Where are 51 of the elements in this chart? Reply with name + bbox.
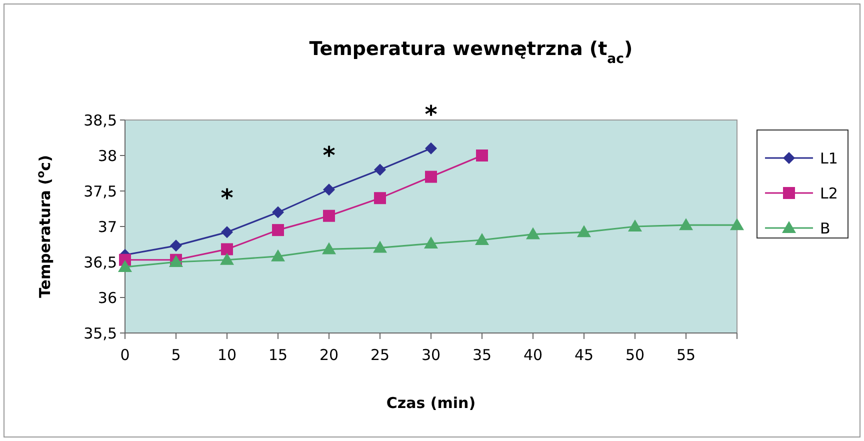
x-tick-label: 50 — [625, 346, 645, 364]
point — [272, 224, 284, 236]
point — [170, 240, 182, 252]
point — [272, 206, 284, 218]
legend-label: B — [820, 219, 830, 238]
legend-label: L1 — [820, 149, 838, 168]
legend-label: L2 — [820, 184, 838, 202]
point — [577, 225, 591, 238]
point — [322, 242, 336, 254]
x-tick-label: 0 — [120, 346, 130, 364]
point — [425, 170, 437, 183]
point — [271, 249, 285, 262]
point — [679, 218, 693, 230]
point — [476, 150, 488, 162]
x-tick-label: 55 — [676, 346, 696, 364]
annotation: * — [220, 184, 234, 212]
y-tick-label: 36,5 — [84, 253, 117, 272]
y-tick-label: 37 — [98, 218, 117, 236]
point — [628, 220, 642, 232]
point — [475, 232, 489, 245]
x-tick-label: 10 — [217, 346, 237, 364]
point — [373, 240, 387, 253]
point — [221, 243, 233, 256]
point — [425, 142, 437, 154]
x-axis-title: Czas (min) — [386, 394, 476, 412]
point — [730, 218, 744, 230]
x-tick-label: 40 — [523, 346, 543, 364]
y-tick-label: 35,5 — [84, 324, 117, 342]
point — [118, 260, 132, 272]
point — [374, 192, 386, 204]
point — [323, 210, 335, 222]
x-tick-label: 30 — [421, 346, 441, 364]
point — [374, 164, 386, 176]
x-tick-label: 35 — [472, 346, 492, 364]
annotation: * — [424, 100, 438, 128]
y-tick-label: 36 — [98, 288, 117, 307]
point — [220, 252, 234, 265]
annotation: * — [322, 142, 336, 170]
x-tick-label: 5 — [171, 346, 181, 364]
point — [323, 184, 335, 196]
point — [424, 236, 438, 249]
y-tick-label: 37,5 — [84, 182, 117, 200]
chart-title: Temperatura wewnętrzna (t$_{ac}$) — [309, 38, 633, 66]
x-tick-label: 15 — [268, 346, 288, 364]
point — [526, 227, 540, 240]
x-tick-label: 25 — [370, 346, 390, 364]
x-tick-label: 45 — [574, 346, 594, 364]
y-tick-label: 38 — [98, 146, 117, 165]
point — [221, 226, 233, 238]
x-tick-label: 20 — [319, 346, 339, 364]
y-tick-label: 38,5 — [84, 111, 117, 130]
